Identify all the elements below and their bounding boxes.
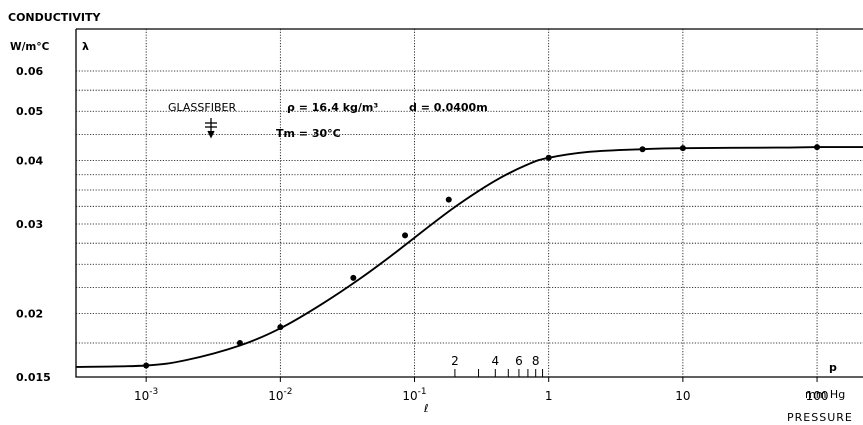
x-tick-label: 10 [675, 389, 690, 403]
fit-curve [75, 146, 863, 368]
data-point [814, 144, 821, 151]
frame-left-bottom [75, 29, 863, 378]
minor-tick-label: 6 [515, 354, 523, 368]
data-point [143, 362, 150, 369]
y-tick-labels: 0.015 0.02 0.03 0.04 0.05 0.06 [16, 65, 51, 384]
y-tick-label: 0.05 [16, 105, 43, 118]
y-tick-label: 0.04 [16, 154, 43, 167]
data-point [639, 146, 646, 153]
data-point [350, 274, 357, 281]
x-tick-label: 100 [806, 389, 829, 403]
data-point [277, 324, 284, 331]
y-axis-units: W/m°C [10, 41, 50, 53]
fit-curve-line [75, 146, 863, 368]
material-label: GLASSFIBER [168, 101, 236, 114]
x-axis-title: PRESSURE [787, 411, 853, 424]
data-point [445, 196, 452, 203]
minor-tick-label: 2 [451, 354, 459, 368]
data-point [236, 339, 243, 346]
y-tick-label: 0.06 [16, 65, 43, 78]
y-axis-symbol: λ [82, 40, 89, 53]
x-tick-label: 10-2 [268, 387, 292, 403]
minor-tick-label: 4 [491, 354, 499, 368]
density-label: ρ = 16.4 kg/m³ [287, 101, 378, 114]
grid [76, 29, 863, 377]
mean-temperature-label: Tm = 30°C [276, 127, 341, 140]
chart-title: CONDUCTIVITY [8, 11, 101, 24]
data-point [402, 232, 409, 239]
data-point [679, 145, 686, 152]
data-point [545, 154, 552, 161]
x-tick-label: 1 [545, 389, 553, 403]
minor-tick-label: 8 [532, 354, 540, 368]
y-tick-label: 0.02 [16, 307, 43, 320]
y-tick-label: 0.03 [16, 218, 43, 231]
y-tick-label: 0.015 [16, 371, 51, 384]
x-tick-label: 10-3 [134, 387, 158, 403]
error-bar-marker-icon [205, 118, 217, 139]
x-tick-labels: 10-3 10-2 10-1 1 10 100 [134, 377, 829, 403]
bottom-mark: ℓ [423, 402, 429, 415]
x-axis-units: mm Hg [805, 388, 845, 401]
data-points [143, 144, 821, 369]
thickness-label: d = 0.0400m [409, 101, 488, 114]
x-axis-symbol: p [829, 361, 837, 374]
x-tick-label: 10-1 [402, 387, 426, 403]
